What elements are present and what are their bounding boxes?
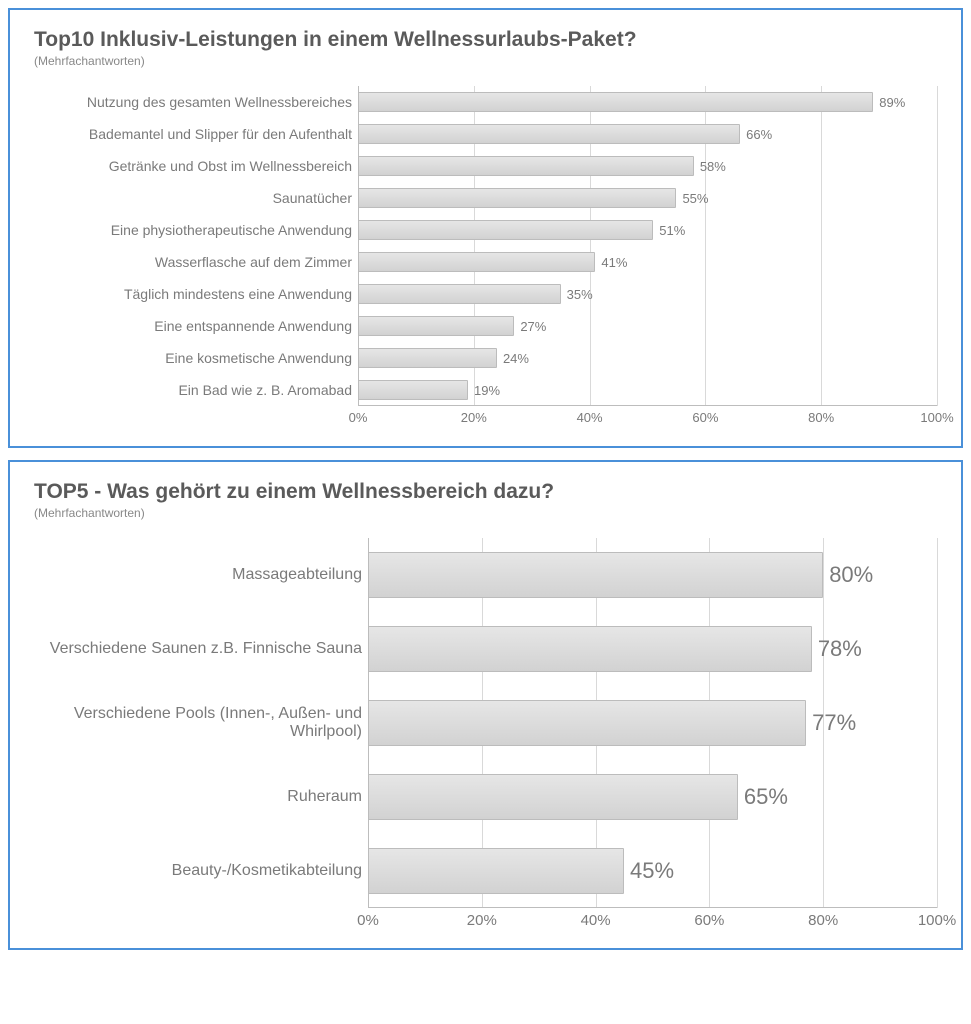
x-tick-label: 100% [920,410,953,425]
gridline [937,86,938,406]
labels-column: Nutzung des gesamten WellnessbereichesBa… [34,86,358,432]
bar-value: 35% [567,287,593,302]
bar [358,188,676,208]
bar-label: Saunatücher [34,182,358,214]
bar-label: Massageabteilung [34,538,368,612]
bar-row: 65% [368,760,937,834]
plot-area: 80% 78% 77% 65% 45% [368,538,937,908]
bar-label: Beauty-/Kosmetikabteilung [34,834,368,908]
x-tick-label: 0% [357,912,379,929]
bar [358,380,468,400]
chart-body: Nutzung des gesamten WellnessbereichesBa… [34,86,937,432]
x-tick-label: 100% [918,912,956,929]
bar-row: 66% [358,118,937,150]
chart-subtitle: (Mehrfachantworten) [34,506,937,520]
x-tick-label: 80% [808,912,838,929]
chart-title: TOP5 - Was gehört zu einem Wellnessberei… [34,480,937,504]
bar-label: Ruheraum [34,760,368,834]
bar [368,700,806,746]
bar-row: 78% [368,612,937,686]
bar-row: 35% [358,278,937,310]
chart-card: Top10 Inklusiv-Leistungen in einem Welln… [8,8,963,448]
x-tick-label: 60% [692,410,718,425]
bar-row: 77% [368,686,937,760]
bar [358,348,497,368]
bar-row: 41% [358,246,937,278]
bars-container: 80% 78% 77% 65% 45% [368,538,937,908]
x-tick-label: 0% [349,410,368,425]
bar [368,626,812,672]
bar-label: Nutzung des gesamten Wellnessbereiches [34,86,358,118]
chart-body: MassageabteilungVerschiedene Saunen z.B.… [34,538,937,934]
bar-label: Verschiedene Saunen z.B. Finnische Sauna [34,612,368,686]
bar-row: 24% [358,342,937,374]
bar-value: 58% [700,159,726,174]
bar-value: 27% [520,319,546,334]
bar-label: Täglich mindestens eine Anwendung [34,278,358,310]
bar [358,220,653,240]
bar-value: 89% [879,95,905,110]
x-axis-ticks: 0%20%40%60%80%100% [368,912,937,934]
bar-label: Verschiedene Pools (Innen-, Außen- und W… [34,686,368,760]
bar-value: 66% [746,127,772,142]
bar [368,552,823,598]
bar-value: 65% [744,784,788,810]
bar-row: 45% [368,834,937,908]
bar-value: 77% [812,710,856,736]
plot-column: 89%66%58%55%51%41%35%27%24%19%0%20%40%60… [358,86,937,432]
bar-label: Eine entspannende Anwendung [34,310,358,342]
gridline [937,538,938,908]
x-tick-label: 20% [467,912,497,929]
bar-label: Eine physiotherapeutische Anwendung [34,214,358,246]
bar [358,284,561,304]
bar [358,252,595,272]
bar-row: 55% [358,182,937,214]
x-tick-label: 60% [694,912,724,929]
bar-row: 19% [358,374,937,406]
bar-label: Eine kosmetische Anwendung [34,342,358,374]
bar-label: Ein Bad wie z. B. Aromabad [34,374,358,406]
x-tick-label: 40% [577,410,603,425]
bars-container: 89% 66% 58% 55% 51% 41% 35% 27% 24% 19% [358,86,937,406]
x-tick-label: 80% [808,410,834,425]
chart-card: TOP5 - Was gehört zu einem Wellnessberei… [8,460,963,950]
bar-label: Getränke und Obst im Wellnessbereich [34,150,358,182]
bar-label: Bademantel und Slipper für den Aufenthal… [34,118,358,150]
bar-value: 78% [818,636,862,662]
plot-column: 80%78%77%65%45%0%20%40%60%80%100% [368,538,937,934]
bar-row: 89% [358,86,937,118]
bar-value: 80% [829,562,873,588]
x-axis-ticks: 0%20%40%60%80%100% [358,410,937,432]
bar [368,848,624,894]
bar-row: 27% [358,310,937,342]
bar-value: 41% [601,255,627,270]
bar [368,774,738,820]
x-tick-label: 20% [461,410,487,425]
bar [358,92,873,112]
bar-label: Wasserflasche auf dem Zimmer [34,246,358,278]
bar-value: 19% [474,383,500,398]
chart-subtitle: (Mehrfachantworten) [34,54,937,68]
bar [358,316,514,336]
bar-value: 24% [503,351,529,366]
bar-row: 51% [358,214,937,246]
bar-row: 80% [368,538,937,612]
chart-title: Top10 Inklusiv-Leistungen in einem Welln… [34,28,937,52]
bar-value: 51% [659,223,685,238]
bar-value: 45% [630,858,674,884]
x-tick-label: 40% [581,912,611,929]
bar [358,156,694,176]
bar-value: 55% [682,191,708,206]
plot-area: 89% 66% 58% 55% 51% 41% 35% 27% 24% 19% [358,86,937,406]
bar-row: 58% [358,150,937,182]
labels-column: MassageabteilungVerschiedene Saunen z.B.… [34,538,368,934]
bar [358,124,740,144]
